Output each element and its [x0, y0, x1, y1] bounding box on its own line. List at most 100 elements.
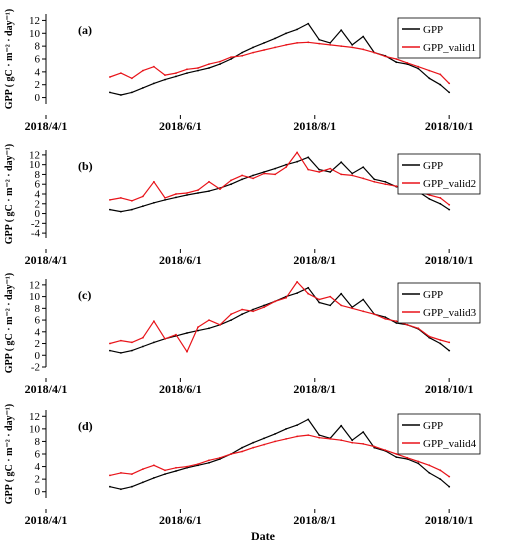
data-point	[340, 173, 343, 176]
data-point	[241, 174, 244, 177]
data-point	[109, 199, 111, 201]
data-point	[153, 341, 155, 344]
data-point	[340, 439, 343, 442]
y-tick-label: 8	[35, 303, 41, 315]
x-tick-label: 2018/10/1	[425, 513, 474, 527]
data-point	[186, 68, 188, 71]
data-point	[274, 440, 276, 443]
data-point	[439, 83, 442, 86]
data-point	[351, 46, 354, 49]
data-point	[252, 310, 255, 313]
data-point	[263, 443, 265, 446]
data-point	[428, 69, 431, 72]
legend-label: GPP_valid3	[423, 307, 477, 319]
data-point	[362, 431, 365, 433]
data-point	[307, 22, 310, 25]
legend-box	[397, 413, 481, 455]
data-point	[307, 168, 310, 171]
data-point	[448, 341, 451, 344]
data-point	[395, 456, 398, 458]
data-point	[329, 42, 332, 44]
data-point	[373, 178, 376, 181]
data-point	[186, 350, 188, 353]
data-point	[131, 208, 133, 211]
data-point	[384, 316, 387, 318]
x-axis-label: Date	[251, 529, 276, 543]
data-point	[241, 308, 244, 311]
data-point	[197, 189, 199, 192]
data-point	[439, 197, 442, 199]
data-point	[373, 180, 376, 183]
data-point	[274, 167, 276, 170]
data-point	[307, 156, 310, 159]
data-point	[252, 446, 255, 449]
data-point	[142, 87, 144, 89]
data-point	[197, 67, 199, 69]
data-point	[307, 292, 310, 295]
data-point	[285, 296, 287, 299]
series-line-gpp-valid	[109, 434, 450, 478]
data-point	[285, 166, 287, 169]
data-point	[142, 345, 144, 348]
data-point	[120, 197, 122, 199]
data-point	[230, 453, 233, 455]
y-tick-label: 6	[35, 54, 41, 66]
data-point	[296, 435, 298, 438]
y-tick-label: 4	[35, 461, 41, 473]
data-point	[131, 91, 133, 94]
data-point	[131, 199, 133, 202]
data-point	[318, 436, 321, 439]
data-point	[285, 438, 287, 440]
legend-label: GPP_valid2	[423, 178, 476, 190]
y-tick-label: 12	[29, 149, 40, 161]
x-tick-label: 2018/8/1	[293, 119, 336, 133]
legend-label: GPP	[423, 420, 443, 432]
data-point	[197, 329, 199, 332]
data-point	[406, 62, 409, 64]
data-point	[362, 177, 365, 180]
data-point	[153, 82, 155, 85]
data-point	[175, 75, 177, 78]
data-point	[241, 313, 244, 316]
data-point	[428, 335, 431, 338]
data-point	[274, 46, 276, 49]
data-point	[362, 166, 365, 169]
data-point	[131, 349, 133, 352]
x-tick-label: 2018/10/1	[425, 382, 474, 396]
legend-box	[397, 17, 481, 59]
data-point	[120, 94, 122, 96]
data-point	[362, 35, 365, 38]
data-point	[153, 320, 155, 323]
data-point	[340, 304, 343, 307]
data-point	[131, 341, 133, 344]
data-point	[230, 179, 233, 182]
data-point	[208, 459, 210, 462]
y-tick-label: 6	[35, 179, 41, 191]
y-tick-label: 12	[29, 279, 40, 291]
data-point	[186, 72, 188, 74]
data-point	[285, 32, 287, 35]
data-point	[252, 177, 255, 180]
x-tick-label: 2018/10/1	[425, 119, 474, 133]
y-tick-label: 2	[35, 338, 41, 350]
data-point	[417, 462, 420, 465]
data-point	[318, 434, 321, 436]
data-point	[142, 205, 144, 208]
data-point	[142, 481, 144, 484]
x-tick-label: 2018/6/1	[159, 382, 202, 396]
data-point	[274, 300, 276, 303]
data-point	[120, 339, 122, 342]
y-tick-label: 6	[35, 315, 41, 327]
y-tick-label: 10	[29, 423, 41, 435]
data-point	[351, 174, 354, 177]
data-point	[142, 195, 144, 198]
data-point	[142, 69, 144, 72]
data-point	[362, 48, 365, 51]
data-point	[131, 485, 133, 488]
data-point	[164, 469, 166, 472]
data-point	[153, 65, 155, 68]
data-point	[208, 327, 210, 330]
data-point	[329, 44, 332, 46]
